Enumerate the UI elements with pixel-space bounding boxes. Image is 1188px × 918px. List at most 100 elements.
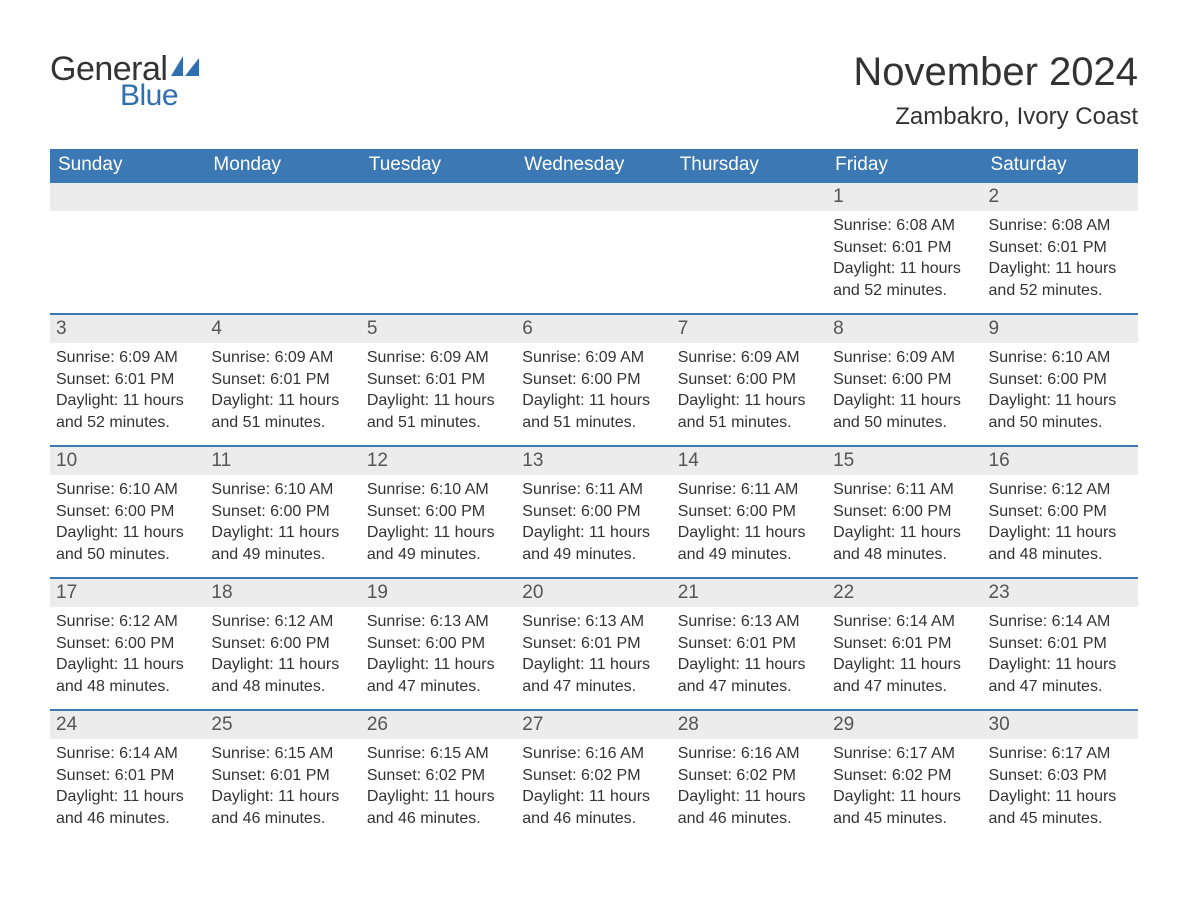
- day-details: Sunrise: 6:14 AMSunset: 6:01 PMDaylight:…: [983, 607, 1138, 701]
- day-number: 19: [361, 577, 516, 607]
- sunrise-line: Sunrise: 6:11 AM: [678, 479, 821, 501]
- calendar-cell: 14Sunrise: 6:11 AMSunset: 6:00 PMDayligh…: [672, 445, 827, 577]
- calendar-cell: 27Sunrise: 6:16 AMSunset: 6:02 PMDayligh…: [516, 709, 671, 841]
- day-details: Sunrise: 6:17 AMSunset: 6:03 PMDaylight:…: [983, 739, 1138, 833]
- sunset-line: Sunset: 6:01 PM: [989, 237, 1132, 259]
- day-details: Sunrise: 6:09 AMSunset: 6:01 PMDaylight:…: [205, 343, 360, 437]
- day-details: Sunrise: 6:13 AMSunset: 6:01 PMDaylight:…: [672, 607, 827, 701]
- sunrise-line: Sunrise: 6:08 AM: [833, 215, 976, 237]
- day-number: 3: [50, 313, 205, 343]
- day-number: [205, 181, 360, 211]
- daylight-line: Daylight: 11 hours and 49 minutes.: [211, 522, 354, 565]
- day-details: Sunrise: 6:11 AMSunset: 6:00 PMDaylight:…: [827, 475, 982, 569]
- calendar-cell: 8Sunrise: 6:09 AMSunset: 6:00 PMDaylight…: [827, 313, 982, 445]
- day-details: Sunrise: 6:09 AMSunset: 6:00 PMDaylight:…: [827, 343, 982, 437]
- sunrise-line: Sunrise: 6:17 AM: [989, 743, 1132, 765]
- sunset-line: Sunset: 6:00 PM: [522, 501, 665, 523]
- calendar-cell: 6Sunrise: 6:09 AMSunset: 6:00 PMDaylight…: [516, 313, 671, 445]
- calendar-cell: 7Sunrise: 6:09 AMSunset: 6:00 PMDaylight…: [672, 313, 827, 445]
- day-number: [672, 181, 827, 211]
- title-block: November 2024 Zambakro, Ivory Coast: [853, 50, 1138, 131]
- sunrise-line: Sunrise: 6:17 AM: [833, 743, 976, 765]
- sunset-line: Sunset: 6:00 PM: [522, 369, 665, 391]
- sunset-line: Sunset: 6:01 PM: [833, 633, 976, 655]
- day-details: Sunrise: 6:10 AMSunset: 6:00 PMDaylight:…: [205, 475, 360, 569]
- sunset-line: Sunset: 6:01 PM: [833, 237, 976, 259]
- sunrise-line: Sunrise: 6:14 AM: [56, 743, 199, 765]
- calendar-cell-empty: [672, 181, 827, 313]
- calendar-cell: 15Sunrise: 6:11 AMSunset: 6:00 PMDayligh…: [827, 445, 982, 577]
- day-number: 28: [672, 709, 827, 739]
- day-number: 6: [516, 313, 671, 343]
- sunset-line: Sunset: 6:01 PM: [989, 633, 1132, 655]
- day-number: 12: [361, 445, 516, 475]
- sunrise-line: Sunrise: 6:10 AM: [989, 347, 1132, 369]
- calendar-cell-empty: [50, 181, 205, 313]
- sunset-line: Sunset: 6:01 PM: [211, 765, 354, 787]
- sunrise-line: Sunrise: 6:14 AM: [833, 611, 976, 633]
- calendar-cell: 30Sunrise: 6:17 AMSunset: 6:03 PMDayligh…: [983, 709, 1138, 841]
- daylight-line: Daylight: 11 hours and 47 minutes.: [367, 654, 510, 697]
- sunset-line: Sunset: 6:00 PM: [989, 501, 1132, 523]
- day-details: Sunrise: 6:12 AMSunset: 6:00 PMDaylight:…: [983, 475, 1138, 569]
- day-number: 26: [361, 709, 516, 739]
- day-details: Sunrise: 6:11 AMSunset: 6:00 PMDaylight:…: [672, 475, 827, 569]
- day-number: 22: [827, 577, 982, 607]
- day-number: 8: [827, 313, 982, 343]
- sunrise-line: Sunrise: 6:11 AM: [833, 479, 976, 501]
- sunset-line: Sunset: 6:00 PM: [833, 501, 976, 523]
- calendar-cell: 16Sunrise: 6:12 AMSunset: 6:00 PMDayligh…: [983, 445, 1138, 577]
- calendar-cell: 26Sunrise: 6:15 AMSunset: 6:02 PMDayligh…: [361, 709, 516, 841]
- calendar-cell: 10Sunrise: 6:10 AMSunset: 6:00 PMDayligh…: [50, 445, 205, 577]
- daylight-line: Daylight: 11 hours and 46 minutes.: [211, 786, 354, 829]
- day-details: Sunrise: 6:10 AMSunset: 6:00 PMDaylight:…: [50, 475, 205, 569]
- page-header: General Blue November 2024 Zambakro, Ivo…: [50, 50, 1138, 131]
- day-details: Sunrise: 6:08 AMSunset: 6:01 PMDaylight:…: [827, 211, 982, 305]
- day-details: Sunrise: 6:09 AMSunset: 6:01 PMDaylight:…: [361, 343, 516, 437]
- sunset-line: Sunset: 6:02 PM: [678, 765, 821, 787]
- sunrise-line: Sunrise: 6:09 AM: [367, 347, 510, 369]
- daylight-line: Daylight: 11 hours and 46 minutes.: [56, 786, 199, 829]
- sunset-line: Sunset: 6:00 PM: [211, 501, 354, 523]
- daylight-line: Daylight: 11 hours and 50 minutes.: [56, 522, 199, 565]
- daylight-line: Daylight: 11 hours and 51 minutes.: [211, 390, 354, 433]
- calendar-cell: 29Sunrise: 6:17 AMSunset: 6:02 PMDayligh…: [827, 709, 982, 841]
- daylight-line: Daylight: 11 hours and 47 minutes.: [678, 654, 821, 697]
- sunrise-line: Sunrise: 6:15 AM: [211, 743, 354, 765]
- weekday-header: Thursday: [672, 149, 827, 181]
- day-number: 4: [205, 313, 360, 343]
- day-details: Sunrise: 6:17 AMSunset: 6:02 PMDaylight:…: [827, 739, 982, 833]
- sunrise-line: Sunrise: 6:09 AM: [56, 347, 199, 369]
- sunset-line: Sunset: 6:01 PM: [678, 633, 821, 655]
- sunrise-line: Sunrise: 6:15 AM: [367, 743, 510, 765]
- daylight-line: Daylight: 11 hours and 52 minutes.: [56, 390, 199, 433]
- day-number: 20: [516, 577, 671, 607]
- sunset-line: Sunset: 6:00 PM: [56, 501, 199, 523]
- calendar-body: 1Sunrise: 6:08 AMSunset: 6:01 PMDaylight…: [50, 181, 1138, 841]
- day-number: [516, 181, 671, 211]
- calendar-cell: 25Sunrise: 6:15 AMSunset: 6:01 PMDayligh…: [205, 709, 360, 841]
- logo-word-blue: Blue: [120, 79, 201, 113]
- day-number: 24: [50, 709, 205, 739]
- day-details: Sunrise: 6:14 AMSunset: 6:01 PMDaylight:…: [50, 739, 205, 833]
- sunrise-line: Sunrise: 6:13 AM: [678, 611, 821, 633]
- daylight-line: Daylight: 11 hours and 49 minutes.: [522, 522, 665, 565]
- daylight-line: Daylight: 11 hours and 46 minutes.: [522, 786, 665, 829]
- day-number: [361, 181, 516, 211]
- day-details: Sunrise: 6:13 AMSunset: 6:01 PMDaylight:…: [516, 607, 671, 701]
- logo: General Blue: [50, 50, 201, 113]
- calendar-week-row: 10Sunrise: 6:10 AMSunset: 6:00 PMDayligh…: [50, 445, 1138, 577]
- day-number: 18: [205, 577, 360, 607]
- calendar-cell: 18Sunrise: 6:12 AMSunset: 6:00 PMDayligh…: [205, 577, 360, 709]
- day-number: 30: [983, 709, 1138, 739]
- sunrise-line: Sunrise: 6:09 AM: [522, 347, 665, 369]
- sunrise-line: Sunrise: 6:12 AM: [56, 611, 199, 633]
- day-number: 1: [827, 181, 982, 211]
- daylight-line: Daylight: 11 hours and 51 minutes.: [367, 390, 510, 433]
- calendar-cell: 11Sunrise: 6:10 AMSunset: 6:00 PMDayligh…: [205, 445, 360, 577]
- daylight-line: Daylight: 11 hours and 46 minutes.: [678, 786, 821, 829]
- sunrise-line: Sunrise: 6:14 AM: [989, 611, 1132, 633]
- daylight-line: Daylight: 11 hours and 50 minutes.: [989, 390, 1132, 433]
- calendar-cell: 22Sunrise: 6:14 AMSunset: 6:01 PMDayligh…: [827, 577, 982, 709]
- sunset-line: Sunset: 6:02 PM: [833, 765, 976, 787]
